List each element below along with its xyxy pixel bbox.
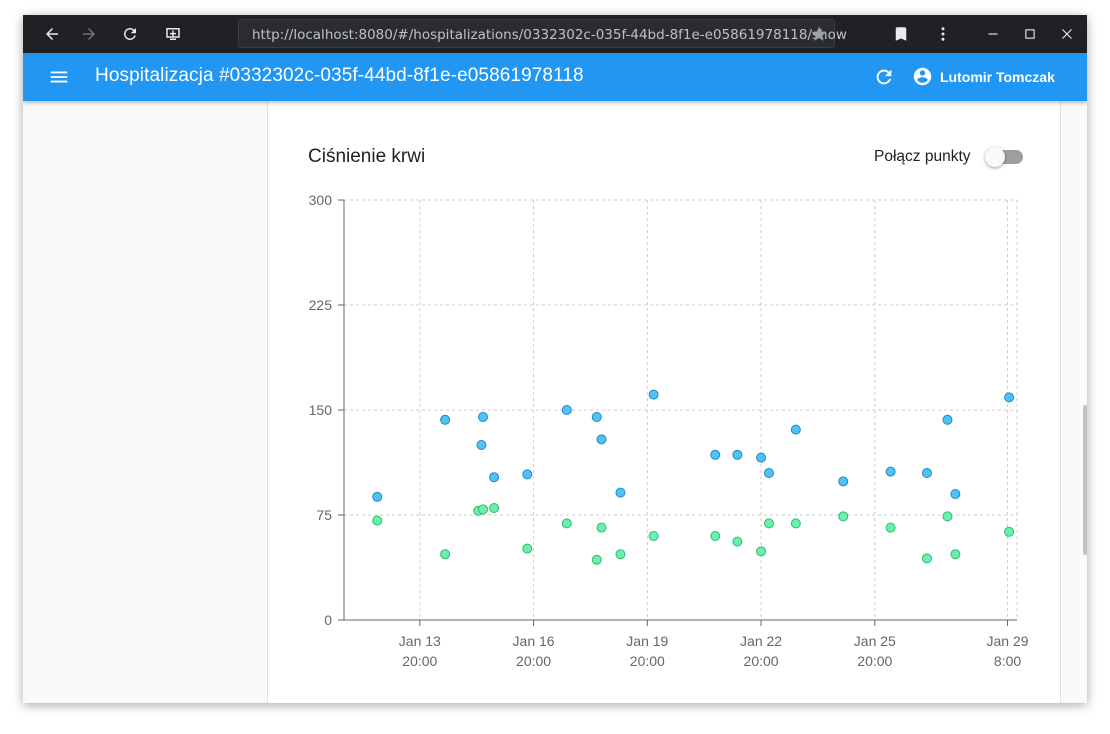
data-point-diastolic — [591, 554, 602, 565]
data-point-systolic — [596, 434, 607, 445]
blood-pressure-chart: 0 75 150 225 300 Jan 13 20:00 Jan 16 20:00 Jan 19… — [309, 192, 1029, 669]
x-tick-label-date: Jan 22 — [740, 633, 782, 649]
data-point-diastolic — [950, 549, 961, 560]
close-icon[interactable] — [1058, 25, 1076, 43]
x-tick-label-date: Jan 19 — [626, 633, 668, 649]
data-point-systolic — [440, 414, 451, 425]
data-point-systolic — [950, 489, 961, 499]
data-point-diastolic — [561, 518, 572, 529]
minimize-icon[interactable] — [984, 25, 1002, 43]
x-tick-label-date: Jan 16 — [513, 633, 555, 649]
menu-icon[interactable] — [48, 66, 70, 88]
data-point-systolic — [885, 466, 896, 477]
data-point-diastolic — [489, 503, 500, 513]
x-tick-label-time: 20:00 — [402, 653, 437, 669]
data-point-diastolic — [372, 515, 383, 526]
scrollbar-thumb[interactable] — [1083, 405, 1087, 555]
data-point-systolic — [921, 468, 932, 478]
forward-icon[interactable] — [78, 23, 100, 45]
more-menu-icon[interactable] — [934, 25, 952, 43]
data-point-diastolic — [615, 549, 626, 560]
data-point-diastolic — [838, 511, 849, 522]
data-point-systolic — [790, 424, 801, 435]
data-point-diastolic — [710, 531, 721, 541]
data-point-systolic — [1004, 392, 1015, 403]
account-circle-icon[interactable] — [912, 66, 933, 87]
refresh-icon[interactable] — [873, 66, 895, 88]
data-point-systolic — [710, 449, 721, 460]
data-point-systolic — [489, 472, 500, 483]
data-point-systolic — [756, 452, 767, 463]
data-point-diastolic — [732, 536, 743, 547]
data-point-systolic — [478, 412, 489, 422]
data-point-diastolic — [756, 546, 767, 557]
maximize-icon[interactable] — [1021, 25, 1039, 43]
data-point-systolic — [372, 491, 383, 502]
user-name[interactable]: Lutomir Tomczak — [940, 69, 1055, 85]
data-point-systolic — [615, 487, 626, 498]
data-point-systolic — [591, 412, 602, 422]
data-point-systolic — [763, 468, 774, 478]
x-tick-label-date: Jan 13 — [399, 633, 441, 649]
page-title: Hospitalizacja #0332302c-035f-44bd-8f1e-… — [95, 65, 584, 86]
x-tick-label-date: Jan 25 — [854, 633, 896, 649]
browser-window: http://localhost:8080/#/hospitalizations… — [23, 15, 1087, 703]
y-tick-label: 75 — [316, 507, 332, 523]
data-point-diastolic — [522, 543, 533, 554]
data-point-diastolic — [921, 553, 932, 564]
data-point-diastolic — [478, 504, 489, 515]
data-point-diastolic — [596, 522, 607, 533]
bookmark-star-icon[interactable] — [810, 25, 828, 43]
connect-points-label: Połącz punkty — [874, 148, 971, 165]
data-point-systolic — [476, 440, 487, 450]
x-tick-label-time: 20:00 — [516, 653, 551, 669]
data-point-diastolic — [440, 549, 451, 560]
chart-title: Ciśnienie krwi — [308, 146, 426, 167]
data-point-diastolic — [790, 518, 801, 529]
y-tick-label: 0 — [324, 612, 332, 628]
data-point-diastolic — [942, 511, 953, 522]
back-icon[interactable] — [41, 23, 63, 45]
sidebar — [23, 101, 267, 703]
y-tick-label: 225 — [309, 297, 333, 313]
x-tick-label-time: 20:00 — [744, 653, 779, 669]
data-point-systolic — [838, 476, 849, 487]
scrollbar-track[interactable] — [1063, 101, 1087, 703]
data-point-systolic — [522, 469, 533, 480]
address-bar[interactable]: http://localhost:8080/#/hospitalizations… — [238, 19, 847, 48]
y-tick-label: 150 — [309, 402, 333, 418]
x-tick-label-time: 20:00 — [857, 653, 892, 669]
connect-points-toggle-thumb[interactable] — [985, 147, 1005, 167]
x-tick-label-time: 20:00 — [630, 653, 665, 669]
url-text: http://localhost:8080/#/hospitalizations… — [252, 27, 847, 43]
content-card — [267, 101, 1061, 703]
x-tick-label-date: Jan 29 — [986, 633, 1028, 649]
data-point-systolic — [942, 414, 953, 425]
install-app-icon[interactable] — [162, 23, 184, 45]
y-tick-label: 300 — [309, 192, 333, 208]
data-point-diastolic — [885, 522, 896, 533]
data-point-systolic — [561, 405, 572, 415]
data-point-diastolic — [763, 518, 774, 529]
data-point-systolic — [648, 389, 659, 400]
bookmarks-icon[interactable] — [892, 25, 910, 43]
data-point-diastolic — [1004, 526, 1015, 537]
app-header: Hospitalizacja #0332302c-035f-44bd-8f1e-… — [23, 53, 1087, 101]
data-point-systolic — [732, 449, 743, 460]
browser-toolbar: http://localhost:8080/#/hospitalizations… — [23, 15, 1087, 53]
x-tick-label-time: 8:00 — [994, 653, 1021, 669]
data-point-diastolic — [648, 531, 659, 541]
